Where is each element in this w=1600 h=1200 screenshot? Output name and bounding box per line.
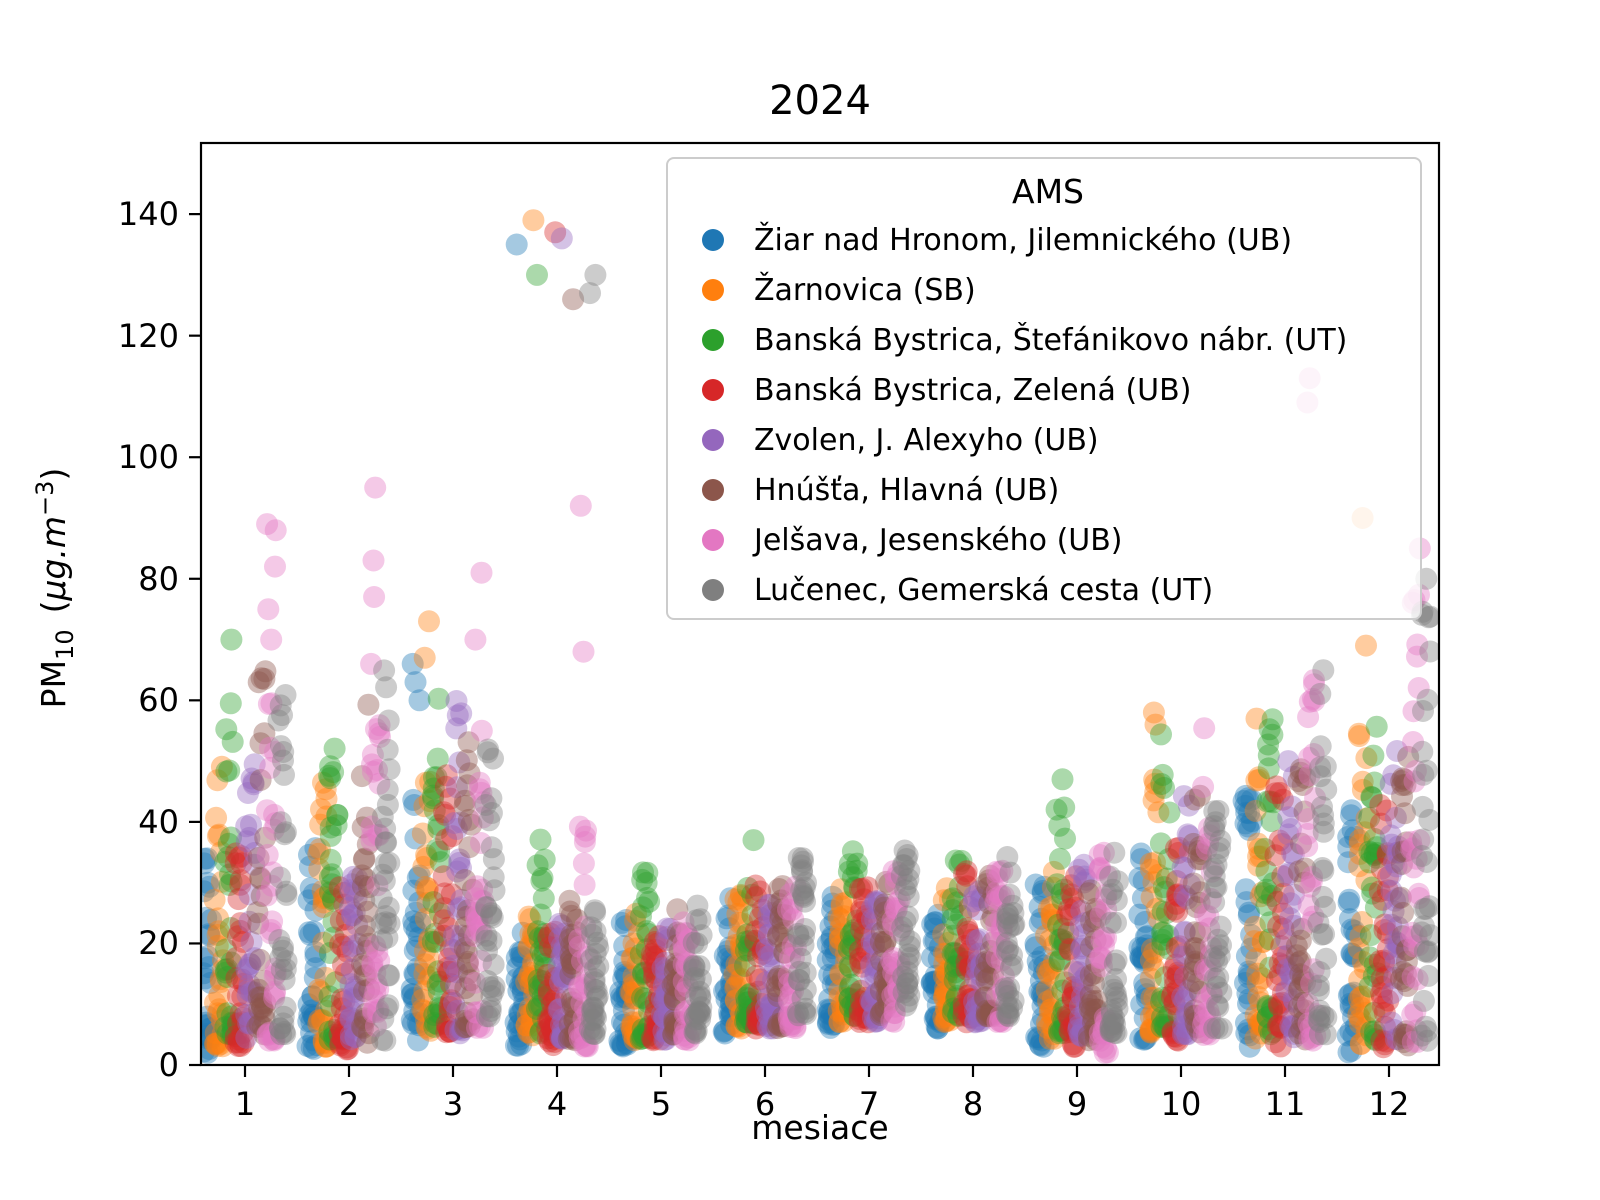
y-axis-label: PM10 (µg.m−3) (31, 378, 79, 798)
legend-entry-label: Banská Bystrica, Zelená (UB) (754, 372, 1192, 408)
y-tick-label: 40 (138, 802, 179, 841)
x-tick-label: 3 (442, 1085, 464, 1123)
y-axis-label-close-paren: ) (34, 467, 74, 481)
y-tick-label: 140 (117, 195, 179, 234)
series-points-bb-zelena (224, 221, 1400, 1061)
x-tick-label: 6 (754, 1085, 776, 1123)
legend: AMS Žiar nad Hronom, Jilemnického (UB) Ža… (666, 157, 1422, 620)
y-axis-label-open-paren: ( (34, 600, 74, 614)
legend-entry: Zvolen, J. Alexyho (UB) (702, 415, 1394, 465)
legend-entry-label: Žarnovica (SB) (754, 272, 976, 308)
x-tick-label: 11 (1264, 1085, 1306, 1123)
x-tick-label: 1 (234, 1085, 256, 1123)
legend-entry-label: Jelšava, Jesenského (UB) (754, 522, 1123, 558)
y-axis-label-exponent: −3 (31, 480, 60, 516)
series-points-bb-stefanikovo (214, 263, 1389, 1052)
x-axis-label: mesiace (751, 1108, 889, 1147)
legend-entry: Žarnovica (SB) (702, 265, 1394, 315)
series-points-zvolen (235, 227, 1410, 1051)
x-tick-label: 10 (1160, 1085, 1202, 1123)
legend-entry: Banská Bystrica, Zelená (UB) (702, 365, 1394, 415)
x-tick-label: 8 (962, 1085, 984, 1123)
x-tick-label: 9 (1066, 1085, 1088, 1123)
y-tick-label: 60 (138, 681, 179, 720)
y-axis-label-quantity: PM (34, 659, 74, 709)
legend-marker-icon (702, 429, 724, 451)
x-tick-label: 7 (858, 1085, 880, 1123)
y-axis-label-unit: µg.m (34, 515, 74, 601)
legend-entry-label: Lučenec, Gemerská cesta (UT) (754, 572, 1214, 608)
y-tick-label: 100 (117, 438, 179, 477)
y-axis-label-subscript: 10 (50, 629, 79, 660)
legend-entry-label: Banská Bystrica, Štefánikovo nábr. (UT) (754, 322, 1348, 358)
chart-title: 2024 (769, 78, 871, 124)
x-tick-label: 5 (650, 1085, 672, 1123)
series-points-hnusta (246, 288, 1420, 1057)
y-tick-label: 80 (138, 559, 179, 598)
x-tick-label: 12 (1368, 1085, 1410, 1123)
legend-marker-icon (702, 229, 724, 251)
legend-marker-icon (702, 279, 724, 301)
legend-marker-icon (702, 579, 724, 601)
y-tick-label: 0 (158, 1046, 179, 1084)
legend-marker-icon (702, 329, 724, 351)
legend-entry: Hnúšťa, Hlavná (UB) (702, 465, 1394, 515)
series-points-ziar-nad-hronom (201, 233, 1368, 1064)
legend-entry: Jelšava, Jesenského (UB) (702, 515, 1394, 565)
legend-items: Žiar nad Hronom, Jilemnického (UB) Žarnov… (702, 215, 1394, 615)
legend-entry-label: Zvolen, J. Alexyho (UB) (754, 422, 1099, 458)
legend-entry-label: Hnúšťa, Hlavná (UB) (754, 472, 1060, 508)
plot-frame (199, 141, 1441, 1067)
legend-entry: Banská Bystrica, Štefánikovo nábr. (UT) (702, 315, 1394, 365)
x-tick-label: 4 (546, 1085, 568, 1123)
y-tick-label: 120 (117, 316, 179, 355)
legend-entry: Lučenec, Gemerská cesta (UT) (702, 565, 1394, 615)
legend-marker-icon (702, 379, 724, 401)
series-points-lucenec (267, 263, 1439, 1052)
legend-entry: Žiar nad Hronom, Jilemnického (UB) (702, 215, 1394, 265)
axes-layer (189, 141, 1441, 1077)
legend-entry-label: Žiar nad Hronom, Jilemnického (UB) (754, 222, 1293, 258)
series-points-jelsava (256, 367, 1431, 1064)
legend-marker-icon (702, 529, 724, 551)
legend-title: AMS (1012, 172, 1084, 211)
legend-marker-icon (702, 479, 724, 501)
x-tick-label: 2 (338, 1085, 360, 1123)
y-tick-label: 20 (138, 924, 179, 963)
